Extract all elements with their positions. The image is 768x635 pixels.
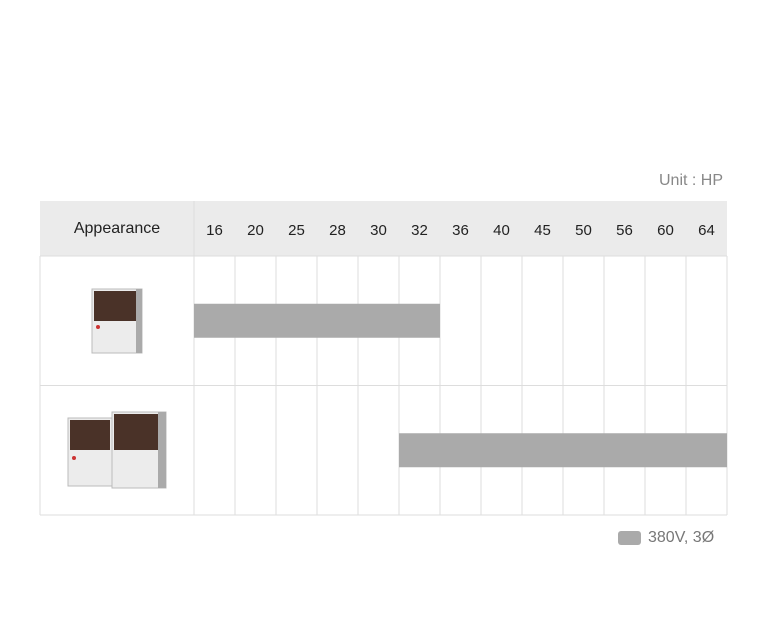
column-label: 50: [575, 222, 592, 239]
range-bar: [194, 303, 440, 338]
column-label: 40: [493, 222, 510, 239]
column-label: 28: [329, 222, 346, 239]
column-label: 20: [247, 222, 264, 239]
column-label: 16: [206, 222, 223, 239]
legend-label: 380V, 3Ø: [648, 529, 714, 546]
column-label: 30: [370, 222, 387, 239]
header-label: Appearance: [74, 220, 160, 237]
header-row: [40, 201, 727, 256]
column-label: 56: [616, 222, 633, 239]
column-label: 45: [534, 222, 551, 239]
column-label: 25: [288, 222, 305, 239]
column-label: 36: [452, 222, 469, 239]
product-image-single: [91, 288, 143, 354]
range-bar: [399, 433, 727, 468]
column-label: 64: [698, 222, 715, 239]
unit-label: Unit : HP: [659, 172, 723, 189]
column-label: 60: [657, 222, 674, 239]
legend-swatch: [618, 531, 641, 545]
product-image-double: [67, 411, 167, 489]
column-label: 32: [411, 222, 428, 239]
